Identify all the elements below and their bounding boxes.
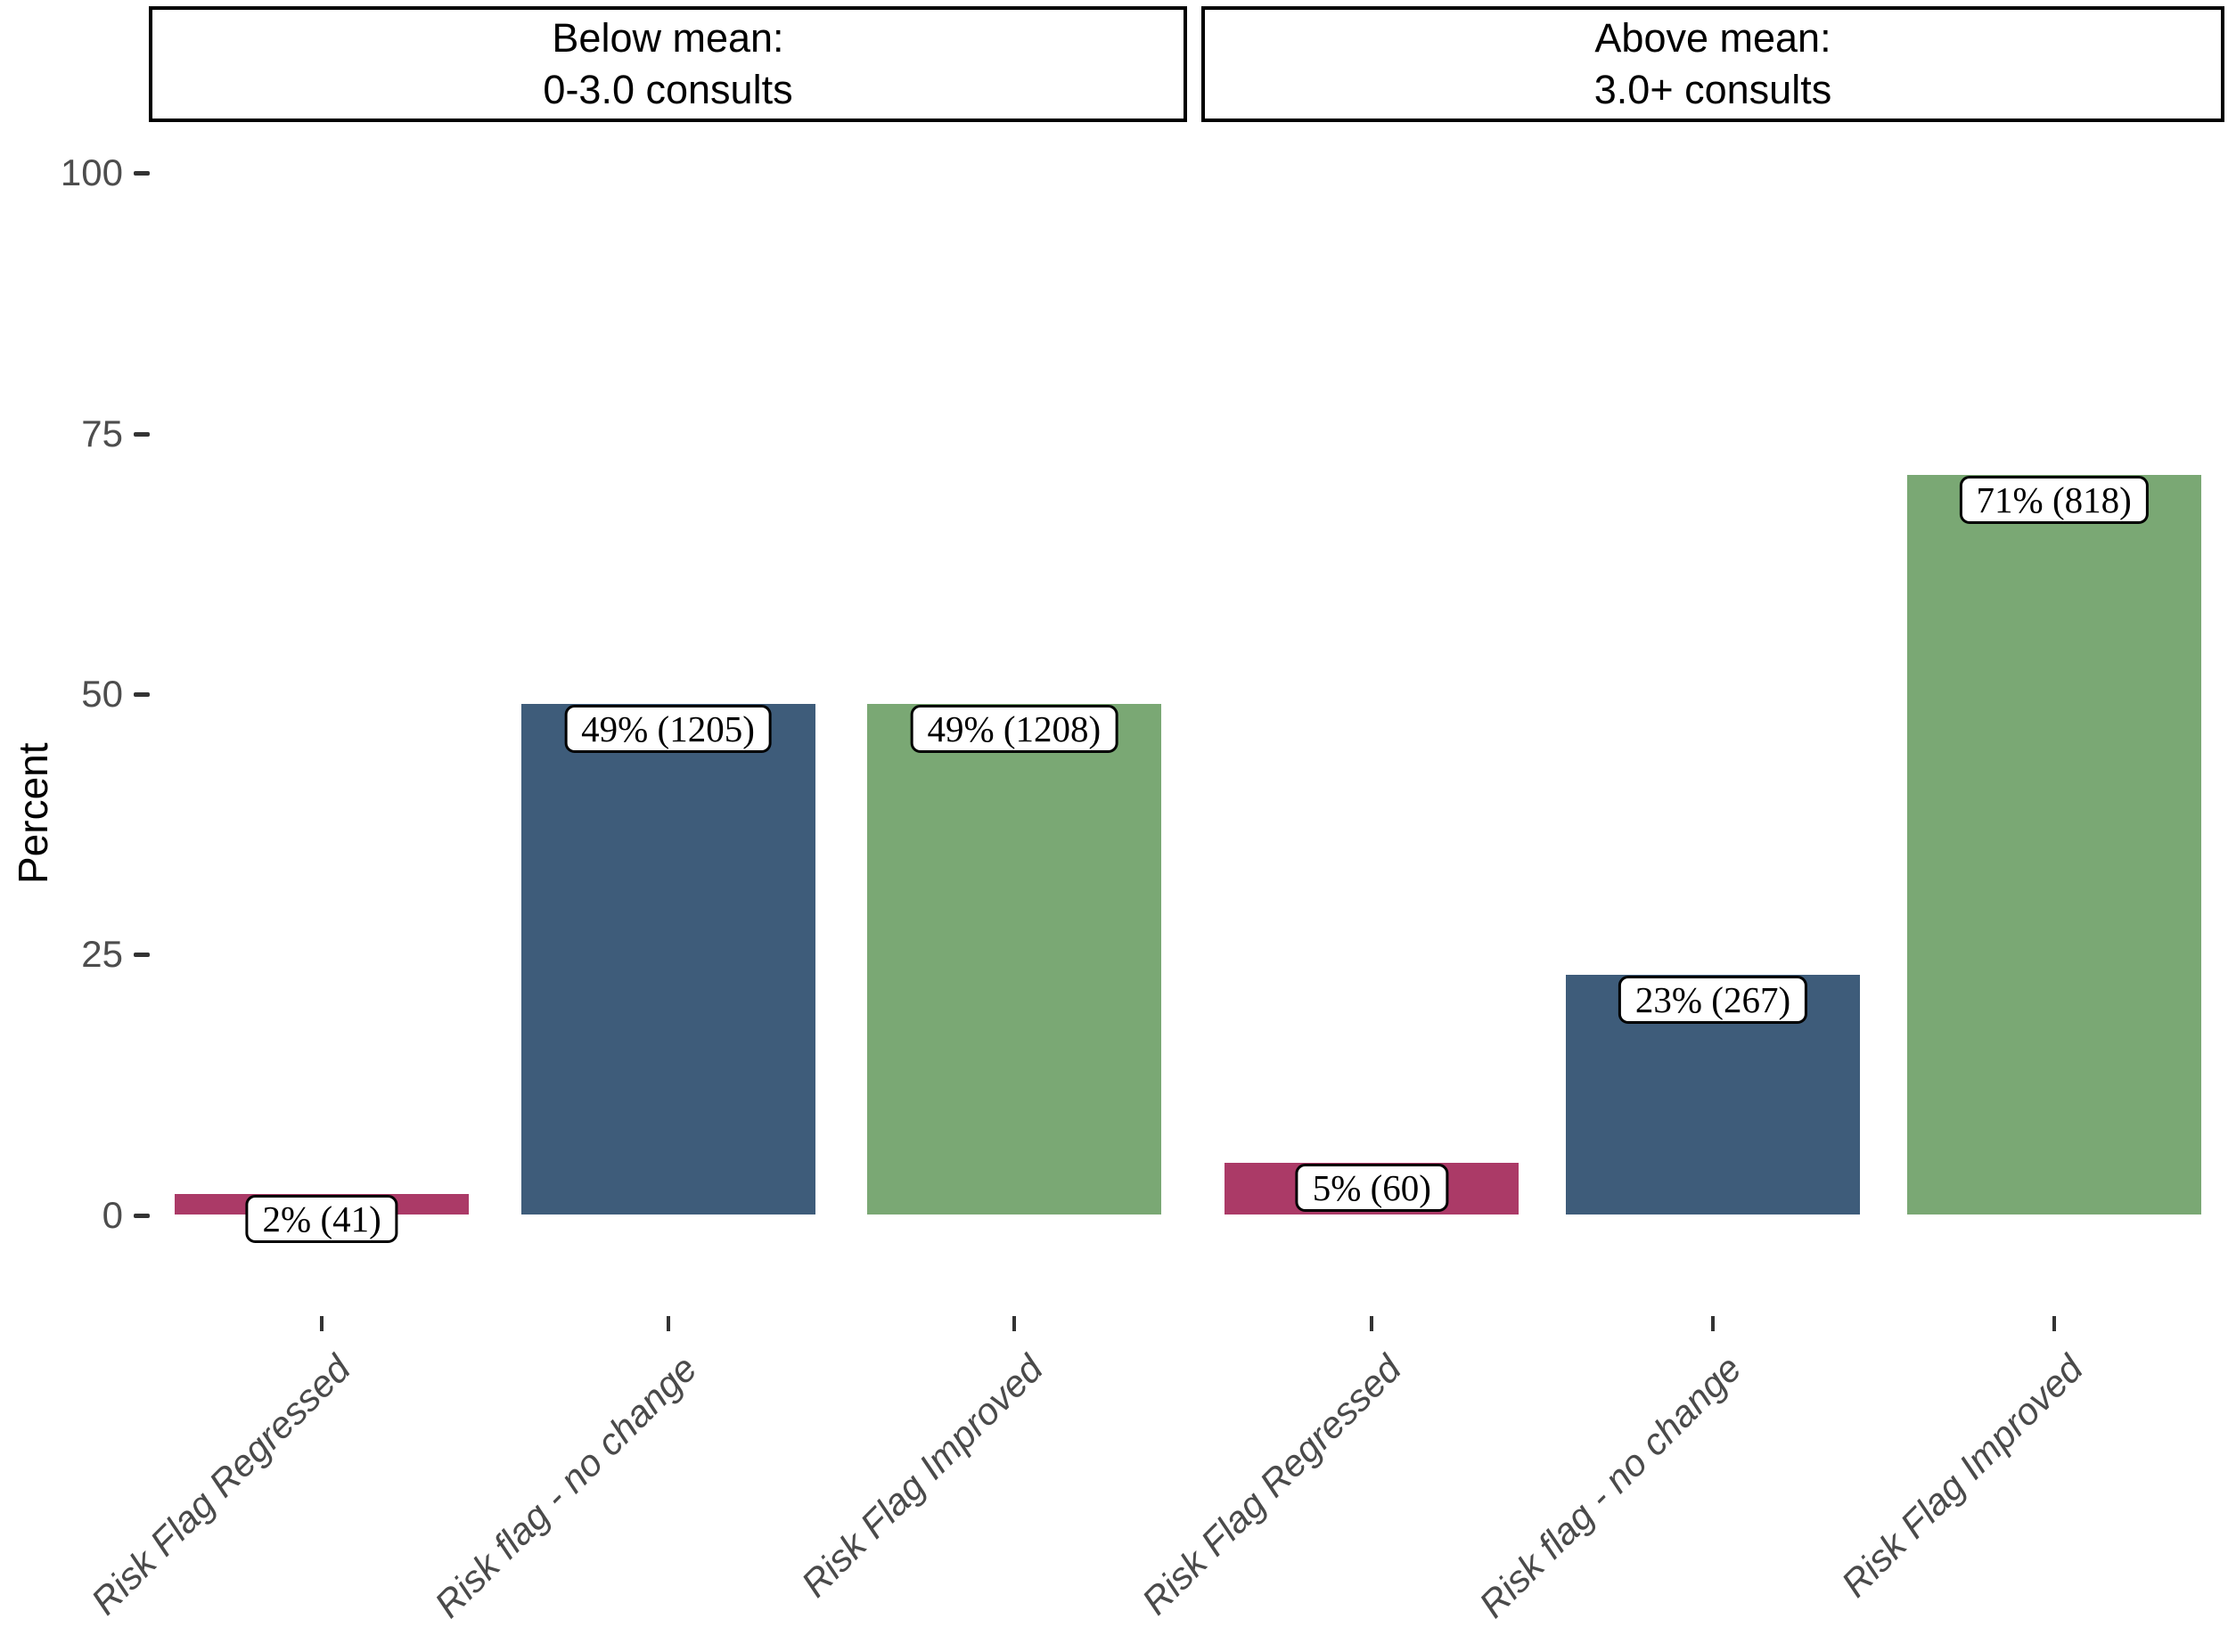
bar-value-text: 49% (1205) bbox=[581, 708, 755, 750]
facet-title-line2: 3.0+ consults bbox=[1593, 67, 1832, 112]
x-axis-label: Risk Flag Improved bbox=[793, 1347, 1052, 1606]
x-tick-mark bbox=[1711, 1316, 1715, 1331]
bar-above-risk-flag-improved bbox=[1906, 475, 2201, 1214]
bar-value-text: 23% (267) bbox=[1634, 979, 1791, 1021]
facet-panel-below-mean: Below mean: 0-3.0 consults 2% (41) 49% (… bbox=[84, 0, 1187, 1652]
y-tick-100: 100 bbox=[0, 151, 150, 194]
x-axis-label: Risk flag - no change bbox=[1471, 1347, 1750, 1626]
bar-value-text: 2% (41) bbox=[262, 1198, 381, 1239]
bar-value-text: 71% (818) bbox=[1976, 479, 2132, 520]
bar-value-label: 2% (41) bbox=[245, 1194, 398, 1243]
bar-value-label: 49% (1208) bbox=[910, 705, 1118, 754]
facet-title-line1: Above mean: bbox=[1594, 14, 1831, 61]
y-tick-75: 75 bbox=[0, 413, 150, 455]
y-tick-label: 50 bbox=[81, 673, 123, 715]
facet-title-line1: Below mean: bbox=[552, 14, 784, 61]
y-tick-0: 0 bbox=[0, 1194, 150, 1237]
facet-panel-above-mean: Above mean: 3.0+ consults 5% (60) 23% (2… bbox=[1134, 0, 2224, 1652]
y-tick-label: 75 bbox=[81, 413, 123, 454]
bar-value-text: 5% (60) bbox=[1312, 1166, 1431, 1208]
y-axis-title: Percent bbox=[10, 742, 56, 884]
y-tick-label: 100 bbox=[60, 151, 123, 193]
plot-area-above-mean: 5% (60) 23% (267) 71% (818) bbox=[1201, 120, 2224, 1266]
plot-area-below-mean: 2% (41) 49% (1205) 49% (1208) bbox=[149, 120, 1187, 1266]
bar-value-label: 23% (267) bbox=[1618, 976, 1808, 1025]
x-axis-label: Risk Flag Regressed bbox=[83, 1347, 359, 1623]
x-tick-mark bbox=[1012, 1316, 1016, 1331]
y-tick-25: 25 bbox=[0, 933, 150, 976]
y-tick-mark bbox=[134, 431, 150, 437]
x-tick-mark bbox=[2052, 1316, 2056, 1331]
y-tick-mark bbox=[134, 952, 150, 957]
bar-value-text: 49% (1208) bbox=[927, 708, 1102, 750]
y-tick-mark bbox=[134, 170, 150, 176]
y-tick-50: 50 bbox=[0, 673, 150, 716]
bar-value-label: 71% (818) bbox=[1959, 476, 2149, 524]
x-tick-mark bbox=[320, 1316, 324, 1331]
y-tick-mark bbox=[134, 1213, 150, 1218]
y-tick-mark bbox=[134, 691, 150, 697]
x-axis-label: Risk flag - no change bbox=[426, 1347, 705, 1626]
x-tick-mark bbox=[1370, 1316, 1374, 1331]
bar-below-risk-flag-no-change bbox=[520, 704, 815, 1214]
x-tick-mark bbox=[666, 1316, 670, 1331]
facet-strip-above-mean: Above mean: 3.0+ consults bbox=[1201, 6, 2224, 122]
facet-title-line2: 0-3.0 consults bbox=[543, 67, 793, 112]
bar-value-label: 49% (1205) bbox=[564, 705, 772, 754]
bar-value-label: 5% (60) bbox=[1295, 1163, 1448, 1212]
y-tick-label: 0 bbox=[102, 1194, 123, 1236]
y-tick-label: 25 bbox=[81, 933, 123, 975]
bar-below-risk-flag-improved bbox=[866, 704, 1161, 1214]
facet-strip-below-mean: Below mean: 0-3.0 consults bbox=[149, 6, 1187, 122]
x-axis-label: Risk Flag Improved bbox=[1832, 1347, 2091, 1606]
